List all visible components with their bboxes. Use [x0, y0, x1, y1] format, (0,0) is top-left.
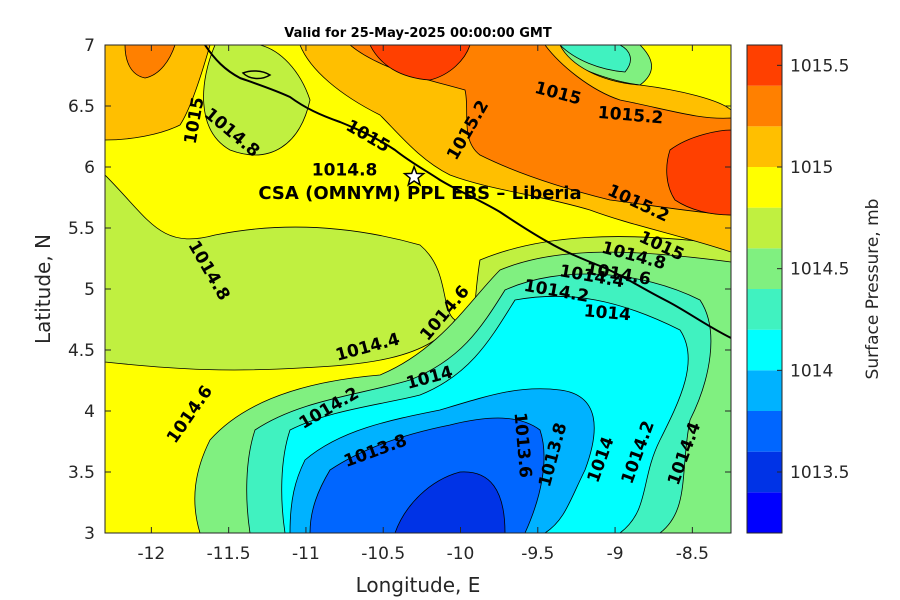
site-label: CSA (OMNYM) PPL EBS – Liberia — [258, 183, 581, 204]
site-marker: CSA (OMNYM) PPL EBS – Liberia — [258, 164, 582, 204]
contour-label: 1014 — [583, 301, 632, 325]
x-axis-label: Longitude, E — [356, 573, 481, 597]
x-tick-label: -12 — [137, 544, 165, 564]
colorbar-tick-label: 1014 — [790, 361, 833, 381]
colorbar-segment — [747, 248, 782, 289]
colorbar-segment — [747, 85, 782, 127]
colorbar-segment — [747, 126, 782, 167]
colorbar-tick-label: 1013.5 — [790, 463, 849, 483]
chart-title: Valid for 25-May-2025 00:00:00 GMT — [284, 26, 552, 41]
y-axis: 3 3.5 4 4.5 5 5.5 6 6.5 7 — [68, 36, 731, 544]
colorbar-segment — [747, 411, 782, 452]
fill-level-1014.2-top — [559, 45, 631, 73]
contour-label: 1014.8 — [312, 161, 378, 181]
y-tick-label: 5 — [84, 280, 95, 300]
coastline — [204, 45, 731, 339]
y-axis-label: Latitude, N — [31, 234, 55, 344]
y-tick-label: 3 — [84, 524, 95, 544]
y-tick-label: 6 — [84, 158, 95, 178]
fill-level-1015.2 — [349, 45, 731, 216]
fill-level-1013.4 — [394, 471, 506, 533]
fill-level-1014.6 — [105, 174, 456, 371]
colorbar-tick-label: 1014.5 — [790, 260, 849, 280]
x-axis: -12 -11.5 -11 -10.5 -10 -9.5 -9 -8.5 — [137, 45, 709, 564]
y-tick-label: 4 — [84, 402, 95, 422]
star-icon — [402, 164, 426, 187]
colorbar-segment — [747, 492, 782, 533]
y-tick-label: 3.5 — [68, 463, 95, 483]
x-tick-label: -9 — [607, 544, 624, 564]
colorbar-segment — [747, 329, 782, 371]
colorbar-segment — [747, 289, 782, 330]
y-tick-label: 6.5 — [68, 97, 95, 117]
colorbar-segment — [747, 45, 782, 86]
coastline-island — [241, 70, 272, 80]
colorbar-label: Surface Pressure, mb — [863, 199, 883, 380]
fill-level-1015.2-west — [124, 45, 176, 79]
fill-level-1015.4-east — [666, 129, 731, 216]
x-tick-label: -11.5 — [207, 544, 251, 564]
x-tick-label: -9.5 — [521, 544, 554, 564]
plot-area — [105, 45, 731, 533]
x-tick-label: -8.5 — [676, 544, 709, 564]
x-tick-label: -10.5 — [361, 544, 405, 564]
colorbar-segment — [747, 167, 782, 208]
colorbar-segment — [747, 207, 782, 249]
y-tick-label: 4.5 — [68, 341, 95, 361]
y-tick-label: 5.5 — [68, 219, 95, 239]
colorbar-tick-label: 1015.5 — [790, 56, 849, 76]
colorbar-frame — [746, 44, 783, 534]
colorbar: 1013.5 1014 1014.5 1015 1015.5 — [746, 44, 849, 534]
y-tick-label: 7 — [84, 36, 95, 56]
colorbar-tick-label: 1015 — [790, 158, 833, 178]
colorbar-segment — [747, 451, 782, 493]
fill-level-1015.4 — [369, 45, 471, 81]
colorbar-segment — [747, 370, 782, 411]
x-tick-label: -10 — [447, 544, 475, 564]
x-tick-label: -11 — [292, 544, 320, 564]
